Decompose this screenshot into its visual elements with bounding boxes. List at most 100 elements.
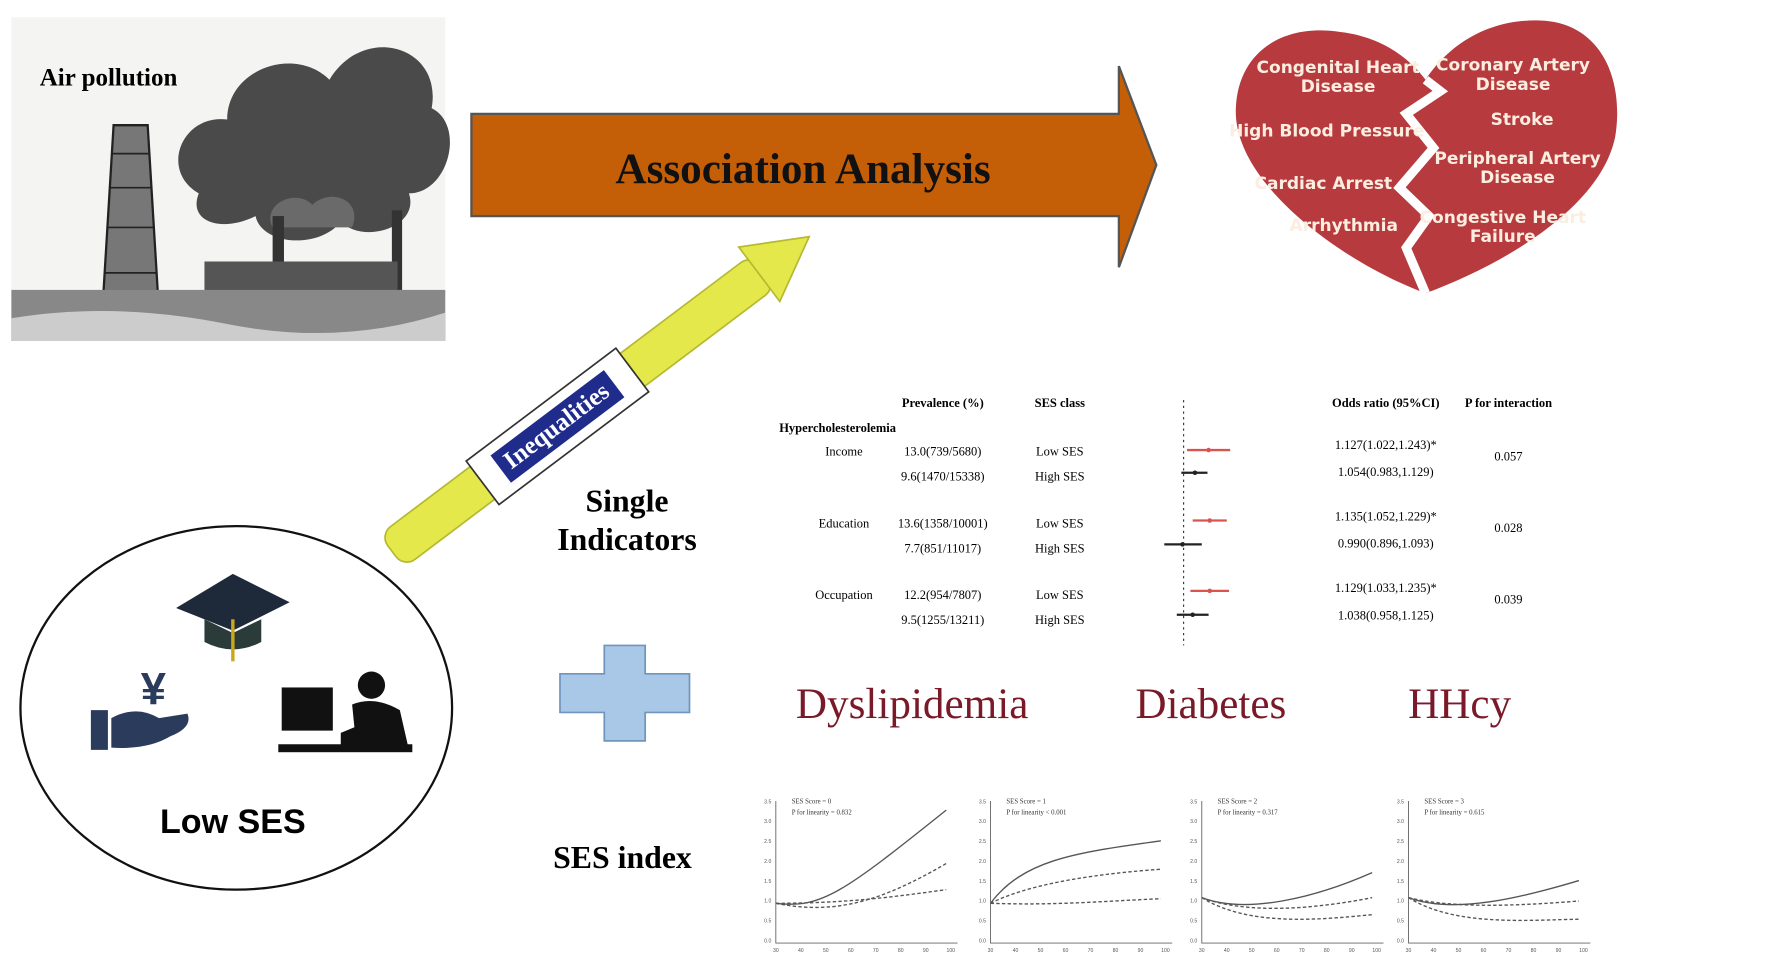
ses-class: Low SES [1036,445,1084,459]
x-tick-label: 50 [1456,948,1462,954]
x-tick-label: 30 [773,948,779,954]
y-tick-label: 3.0 [1190,819,1197,825]
axis [990,801,1173,944]
y-tick-label: 0.0 [979,938,986,944]
table-header: SES class [1035,396,1085,410]
table-header: Odds ratio (95%CI) [1332,396,1440,410]
ci-lines [1164,447,1231,618]
prevalence: 13.0(739/5680) [904,445,981,459]
outcome-title: Dyslipidemia [796,681,1029,728]
x-tick-label: 60 [1481,948,1487,954]
prevalence: 7.7(851/11017) [904,541,981,555]
odds-ratio: 1.127(1.022,1.243)* [1335,438,1437,452]
y-tick-label: 0.0 [764,938,771,944]
y-tick-label: 0.0 [1397,938,1404,944]
low-ses-group: ¥ Low SES [19,525,454,891]
x-tick-label: 30 [1199,948,1205,954]
y-tick-label: 2.0 [1190,859,1197,865]
x-tick-label: 50 [1249,948,1255,954]
x-tick-label: 50 [1038,948,1044,954]
p-linearity: P for linearity = 0.615 [1424,810,1485,817]
ses-class: High SES [1035,613,1085,627]
x-tick-label: 40 [1431,948,1437,954]
p-linearity: P for linearity = 0.832 [792,810,853,817]
y-tick-label: 1.5 [979,879,986,885]
indicator-label: Occupation [815,588,873,602]
x-tick-label: 40 [1224,948,1230,954]
y-tick-label: 2.5 [1397,839,1404,845]
disease-label: Cardiac Arrest [1255,174,1393,194]
low-ses-label: Low SES [160,803,306,841]
spline-curve [989,840,1161,904]
air-pollution-label: Air pollution [40,64,178,91]
y-tick-label: 3.5 [1190,799,1197,805]
plot-title: SES Score = 3 [1424,798,1464,805]
x-tick-label: 90 [1349,948,1355,954]
p-linearity: P for linearity = 0.317 [1218,810,1279,817]
ses-class: High SES [1035,541,1085,555]
plus-sign [559,644,691,742]
spline-curve [1201,871,1373,906]
ses-class: Low SES [1036,516,1084,530]
single-label: Single [585,483,668,518]
y-tick-label: 2.5 [764,839,771,845]
y-tick-label: 1.0 [1397,899,1404,905]
x-tick-label: 30 [988,948,994,954]
prevalence: 13.6(1358/10001) [898,516,988,530]
y-tick-label: 3.0 [764,819,771,825]
ses-index-label: SES index [553,840,692,875]
disease-label: Arrhythmia [1290,216,1398,236]
y-tick-label: 3.0 [979,819,986,825]
spline-plot: 3.5 3.0 2.5 2.0 1.5 1.0 0.5 0.030 40 50 60 70 80 90 10… [1397,798,1591,954]
odds-ratio: 0.990(0.896,1.093) [1338,537,1434,551]
y-tick-label: 0.5 [764,919,771,925]
p-interaction: 0.057 [1494,449,1522,463]
spline-curve [1201,897,1373,920]
spline-curve [1408,879,1580,906]
y-tick-label: 3.5 [979,799,986,805]
x-tick-label: 70 [1506,948,1512,954]
x-tick-label: 60 [848,948,854,954]
p-interaction: 0.028 [1494,521,1522,535]
ses-class: Low SES [1036,588,1084,602]
p-interaction: 0.039 [1494,592,1522,606]
odds-ratio: 1.129(1.033,1.235)* [1335,581,1437,595]
axis [775,801,958,944]
y-tick-label: 1.5 [1190,879,1197,885]
y-tick-label: 1.0 [1190,899,1197,905]
disease-label: Stroke [1491,110,1554,130]
odds-ratio: 1.038(0.958,1.125) [1338,608,1434,622]
outcome-title: HHcy [1408,681,1511,728]
x-tick-label: 90 [1556,948,1562,954]
prevalence: 12.2(954/7807) [904,588,981,602]
indicator-label: Income [825,445,863,459]
x-tick-label: 90 [923,948,929,954]
x-tick-label: 70 [1088,948,1094,954]
x-tick-label: 100 [946,948,955,954]
spline-curve [990,868,1161,904]
svg-text:¥: ¥ [141,664,167,715]
disease-label: Peripheral Artery [1434,149,1600,169]
x-tick-label: 40 [798,948,804,954]
spline-curve [990,898,1161,905]
table-header: Prevalence (%) [902,396,984,410]
spline-plot: 3.5 3.0 2.5 2.0 1.5 1.0 0.5 0.030 40 50 60 70 80 90 10… [979,798,1173,954]
indicators-label: Indicators [557,522,697,557]
y-tick-label: 0.0 [1190,938,1197,944]
disease-label: High Blood Pressure [1229,122,1424,142]
x-tick-label: 100 [1161,948,1170,954]
x-tick-label: 70 [873,948,879,954]
plot-title: SES Score = 2 [1218,798,1258,805]
y-tick-label: 3.5 [1397,799,1404,805]
y-tick-label: 0.5 [979,919,986,925]
table-header: P for interaction [1465,396,1552,410]
axis [1201,801,1384,944]
association-arrow: Association Analysis [470,65,1158,268]
factory-illustration: Air pollution [11,17,450,342]
x-tick-label: 80 [1531,948,1537,954]
y-tick-label: 2.5 [979,839,986,845]
x-tick-label: 100 [1579,948,1588,954]
x-tick-label: 30 [1406,948,1412,954]
